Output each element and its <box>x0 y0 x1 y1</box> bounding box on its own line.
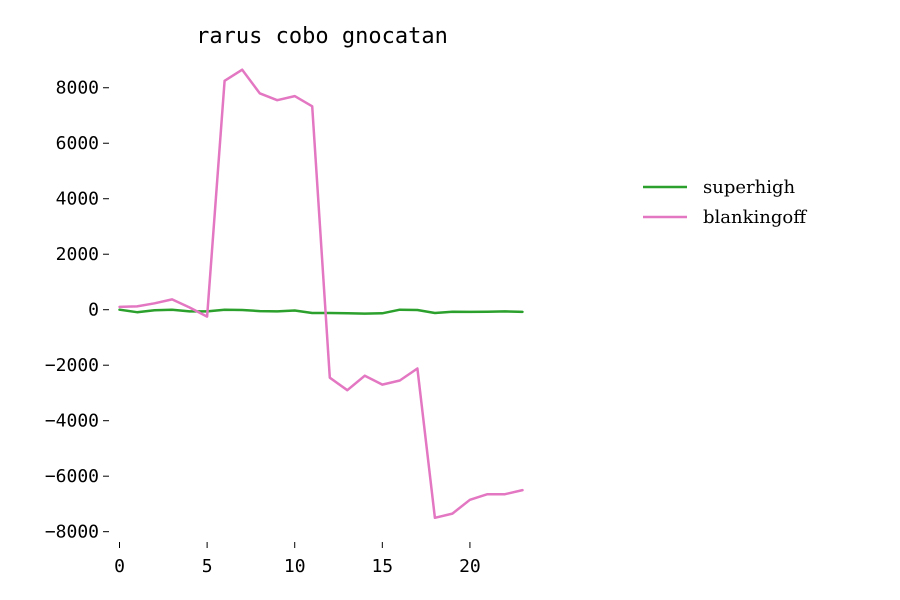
x-tick-label: 5 <box>202 556 213 577</box>
x-tick-label: 20 <box>459 556 481 577</box>
y-tick-label: −6000 <box>45 466 99 487</box>
legend-label-superhigh: superhigh <box>703 177 795 198</box>
y-tick-label: −2000 <box>45 355 99 376</box>
legend-label-blankingoff: blankingoff <box>703 207 807 228</box>
series-line-superhigh <box>118 308 524 315</box>
y-tick-label: 4000 <box>56 189 99 210</box>
x-tick-label: 10 <box>284 556 306 577</box>
series-line-blankingoff <box>118 68 524 520</box>
x-tick-label: 15 <box>371 556 393 577</box>
y-axis: −8000 −6000 −4000 −2000 0 2000 4000 6000 8000 <box>45 78 109 543</box>
chart-title: rarus cobo gnocatan <box>196 24 448 49</box>
x-tick-label: 0 <box>114 556 125 577</box>
y-tick-label: −4000 <box>45 411 99 432</box>
y-tick-label: −8000 <box>45 522 99 543</box>
legend: superhigh blankingoff <box>643 177 807 228</box>
plot-lines <box>118 68 524 520</box>
y-tick-label: 8000 <box>56 78 99 99</box>
y-tick-label: 2000 <box>56 244 99 265</box>
x-axis: 0 5 10 15 20 <box>114 542 481 577</box>
y-tick-label: 6000 <box>56 133 99 154</box>
y-tick-label: 0 <box>88 300 99 321</box>
